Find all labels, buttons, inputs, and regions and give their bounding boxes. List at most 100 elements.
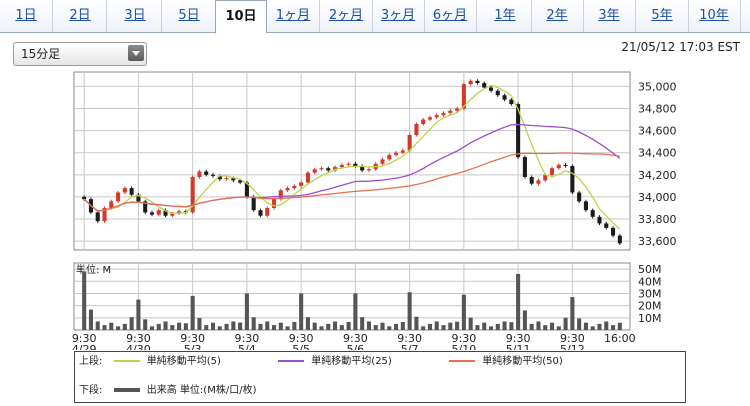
tab-1[interactable]: 1日: [0, 0, 53, 32]
tab-10[interactable]: 1年: [479, 0, 532, 32]
candle-body: [475, 80, 480, 84]
volume-bar: [529, 323, 534, 330]
tab-6[interactable]: 1ヶ月: [267, 0, 320, 32]
tab-11[interactable]: 2年: [531, 0, 584, 32]
volume-bar: [387, 326, 392, 330]
volume-bar: [224, 323, 229, 330]
interval-select[interactable]: 15分足: [13, 42, 147, 66]
volume-bar: [285, 326, 290, 330]
volume-bar: [251, 317, 256, 330]
candle-body: [427, 117, 433, 120]
candle-body: [231, 178, 236, 181]
tab-3[interactable]: 3日: [109, 0, 162, 32]
volume-unit-label: 単位: M: [76, 263, 111, 276]
x-date-label: 5/7: [401, 343, 419, 350]
candle-body: [577, 192, 582, 202]
candle-body: [353, 163, 358, 166]
legend-ma50-label: 単純移動平均(50): [482, 356, 563, 367]
tab-9[interactable]: 6ヶ月: [424, 0, 477, 32]
candle-body: [543, 174, 548, 181]
volume-bar: [244, 293, 249, 330]
x-time-label: 9:30: [289, 332, 314, 345]
ma5-swatch: [113, 360, 140, 362]
price-panel: [73, 71, 631, 251]
x-time-label: 9:30: [343, 332, 368, 345]
candle-body: [563, 164, 568, 166]
tab-5[interactable]: 10日: [215, 0, 267, 34]
legend-bottom-row: 下段: 出来高 単位:(M株/口/枚): [79, 384, 256, 398]
tab-7[interactable]: 2ヶ月: [320, 0, 373, 32]
volume-bar: [394, 323, 399, 330]
volume-bar: [129, 317, 134, 330]
chevron-down-icon[interactable]: [128, 45, 144, 61]
volume-bar: [265, 321, 270, 330]
range-tabs: 1日 2日 3日 5日 10日 1ヶ月 2ヶ月 3ヶ月 6ヶ月 1年 2年 3年 5年 10年: [0, 0, 750, 34]
candle-body: [583, 201, 588, 211]
candle-body: [434, 115, 439, 118]
candle-body: [400, 150, 405, 153]
volume-bar: [333, 321, 338, 330]
candle-body: [407, 135, 412, 151]
candle-body: [177, 211, 182, 214]
volume-bar: [441, 325, 446, 330]
candle-body: [109, 201, 114, 208]
price-tick-label: 34,000: [638, 191, 677, 204]
volume-bar: [271, 325, 277, 330]
price-tick-label: 35,000: [638, 80, 677, 93]
volume-bar: [366, 321, 371, 330]
candle-body: [516, 104, 521, 158]
volume-bar: [339, 325, 344, 330]
candle-body: [570, 165, 575, 193]
candle-body: [285, 188, 290, 191]
x-date-label: 5/3: [184, 343, 202, 350]
volume-bar: [163, 321, 168, 330]
candle-body: [617, 235, 622, 244]
candle-body: [258, 210, 263, 216]
candle-body: [299, 182, 304, 186]
tab-8[interactable]: 3ヶ月: [372, 0, 425, 32]
price-tick-label: 34,600: [638, 125, 677, 138]
candle-body: [305, 172, 310, 183]
volume-bar: [495, 323, 500, 330]
volume-bar: [448, 322, 453, 330]
tab-2[interactable]: 2日: [54, 0, 107, 32]
candle-body: [360, 165, 365, 171]
volume-bar: [549, 322, 555, 330]
candle-body: [482, 83, 487, 88]
candle-body: [346, 163, 351, 165]
candle-body: [319, 168, 324, 170]
volume-bar: [543, 325, 548, 330]
x-end-label: 16:00: [604, 332, 636, 345]
candle-body: [238, 180, 243, 183]
volume-bar: [238, 322, 243, 330]
volume-bar: [556, 326, 561, 330]
volume-bar: [590, 326, 595, 330]
x-date-label: 5/6: [347, 343, 365, 350]
volume-bar: [326, 323, 331, 330]
candle-body: [102, 207, 107, 222]
volume-bar: [170, 325, 175, 330]
candle-body: [312, 169, 317, 173]
volume-bar: [468, 317, 473, 330]
volume-bar: [583, 322, 588, 330]
volume-bar: [536, 321, 541, 330]
price-tick-label: 33,600: [638, 235, 677, 248]
volume-bar: [177, 322, 182, 330]
interval-select-value: 15分足: [21, 47, 61, 61]
volume-tick-label: 20M: [638, 300, 662, 313]
volume-bar: [231, 321, 236, 330]
tab-12[interactable]: 3年: [583, 0, 636, 32]
legend-bottom-prefix: 下段:: [79, 385, 103, 396]
tab-13[interactable]: 5年: [636, 0, 689, 32]
volume-tick-label: 10M: [638, 312, 662, 325]
candle-body: [136, 194, 141, 202]
volume-bar: [109, 322, 114, 330]
x-time-label: 9:30: [126, 332, 151, 345]
volume-bar: [197, 318, 202, 330]
volume-bar: [597, 323, 602, 330]
candle-body: [380, 159, 385, 164]
tab-14[interactable]: 10年: [688, 0, 741, 32]
volume-bar: [455, 321, 460, 330]
volume-bar: [400, 321, 405, 330]
volume-bar: [122, 323, 127, 330]
